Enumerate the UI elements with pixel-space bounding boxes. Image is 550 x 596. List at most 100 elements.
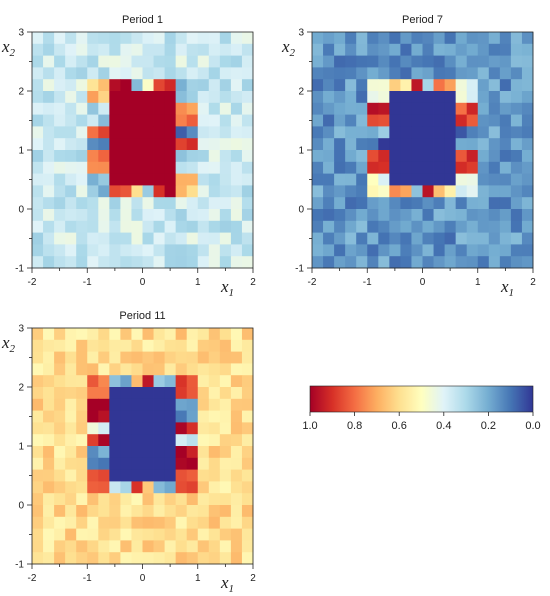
heatmap-cells: [312, 32, 534, 269]
heatmap-cell: [389, 67, 401, 80]
heatmap-cell: [131, 43, 143, 56]
heatmap-cell: [219, 256, 232, 269]
heatmap-cell: [32, 457, 44, 470]
heatmap-cell: [230, 209, 243, 222]
heatmap-cell: [131, 387, 143, 400]
heatmap-cell: [499, 114, 512, 127]
heatmap-cell: [87, 43, 99, 56]
heatmap-cell: [444, 32, 457, 45]
heatmap-cell: [208, 339, 221, 352]
heatmap-cell: [230, 150, 243, 163]
heatmap-cell: [32, 387, 44, 400]
heatmap-cell: [164, 91, 177, 104]
heatmap-cell: [312, 150, 324, 163]
heatmap-cell: [400, 102, 412, 115]
heatmap-cell: [422, 232, 434, 245]
heatmap-cell: [109, 138, 121, 151]
heatmap-cell: [510, 43, 523, 56]
heatmap-cell: [334, 114, 346, 127]
heatmap-cell: [455, 67, 468, 80]
heatmap-cell: [488, 43, 501, 56]
heatmap-cell: [312, 91, 324, 104]
heatmap-cell: [323, 173, 335, 186]
heatmap-cell: [164, 126, 177, 139]
heatmap-cell: [142, 375, 154, 388]
heatmap-cell: [241, 446, 254, 459]
panel-title: Period 1: [122, 14, 163, 26]
heatmap-cell: [230, 540, 243, 553]
heatmap-cell: [241, 197, 254, 210]
heatmap-cell: [54, 552, 66, 565]
heatmap-cell: [312, 67, 324, 80]
heatmap-cell: [131, 232, 143, 245]
heatmap-cell: [400, 91, 412, 104]
heatmap-cell: [186, 256, 199, 269]
heatmap-cell: [175, 434, 188, 447]
heatmap-cell: [422, 161, 434, 174]
heatmap-cell: [230, 114, 243, 127]
y-tick-label: -1: [295, 264, 304, 275]
y-tick-label: 2: [18, 383, 24, 394]
heatmap-cell: [186, 387, 199, 400]
heatmap-panel-2: Period 7 -2 -1 0 1 2 -1 0 1 2 3 x1 x2: [281, 14, 536, 299]
heatmap-cell: [109, 540, 121, 553]
heatmap-cell: [164, 375, 177, 388]
heatmap-cell: [109, 232, 121, 245]
heatmap-cell: [312, 209, 324, 222]
heatmap-cell: [197, 328, 210, 341]
heatmap-cell: [153, 351, 165, 364]
heatmap-cell: [521, 185, 534, 198]
heatmap-cell: [400, 150, 412, 163]
heatmap-cell: [65, 256, 77, 269]
heatmap-cell: [109, 398, 121, 411]
heatmap-cell: [521, 138, 534, 151]
heatmap-cell: [54, 43, 66, 56]
heatmap-cell: [312, 55, 324, 68]
heatmap-cell: [345, 55, 357, 68]
heatmap-cell: [219, 363, 232, 376]
heatmap-cell: [54, 173, 66, 186]
heatmap-cell: [109, 505, 121, 518]
heatmap-cell: [164, 410, 177, 423]
heatmap-cell: [87, 244, 99, 257]
heatmap-cell: [433, 126, 445, 139]
heatmap-cell: [466, 43, 479, 56]
heatmap-cell: [186, 505, 199, 518]
x-tick-label: 0: [140, 277, 146, 288]
heatmap-cell: [422, 256, 434, 269]
heatmap-cell: [65, 446, 77, 459]
heatmap-cell: [230, 126, 243, 139]
heatmap-cell: [433, 102, 445, 115]
heatmap-cell: [356, 55, 368, 68]
heatmap-cell: [87, 505, 99, 518]
heatmap-cell: [367, 91, 379, 104]
heatmap-cell: [43, 197, 55, 210]
heatmap-cell: [153, 67, 165, 80]
heatmap-cell: [186, 150, 199, 163]
heatmap-cell: [219, 328, 232, 341]
heatmap-cell: [241, 351, 254, 364]
heatmap-cell: [43, 114, 55, 127]
heatmap-cell: [186, 161, 199, 174]
heatmap-cell: [197, 102, 210, 115]
heatmap-cell: [153, 387, 165, 400]
heatmap-cell: [444, 244, 457, 257]
heatmap-cell: [109, 434, 121, 447]
heatmap-cell: [120, 552, 132, 565]
heatmap-cell: [345, 91, 357, 104]
heatmap-cell: [164, 540, 177, 553]
heatmap-cell: [521, 209, 534, 222]
heatmap-cell: [76, 375, 88, 388]
heatmap-cell: [378, 209, 390, 222]
heatmap-cell: [433, 67, 445, 80]
heatmap-cell: [32, 220, 44, 233]
heatmap-cell: [334, 102, 346, 115]
heatmap-cell: [186, 363, 199, 376]
heatmap-cell: [219, 540, 232, 553]
heatmap-cell: [241, 422, 254, 435]
heatmap-cell: [109, 185, 121, 198]
heatmap-cell: [521, 102, 534, 115]
heatmap-cell: [98, 138, 110, 151]
heatmap-cell: [32, 102, 44, 115]
heatmap-cell: [510, 220, 523, 233]
